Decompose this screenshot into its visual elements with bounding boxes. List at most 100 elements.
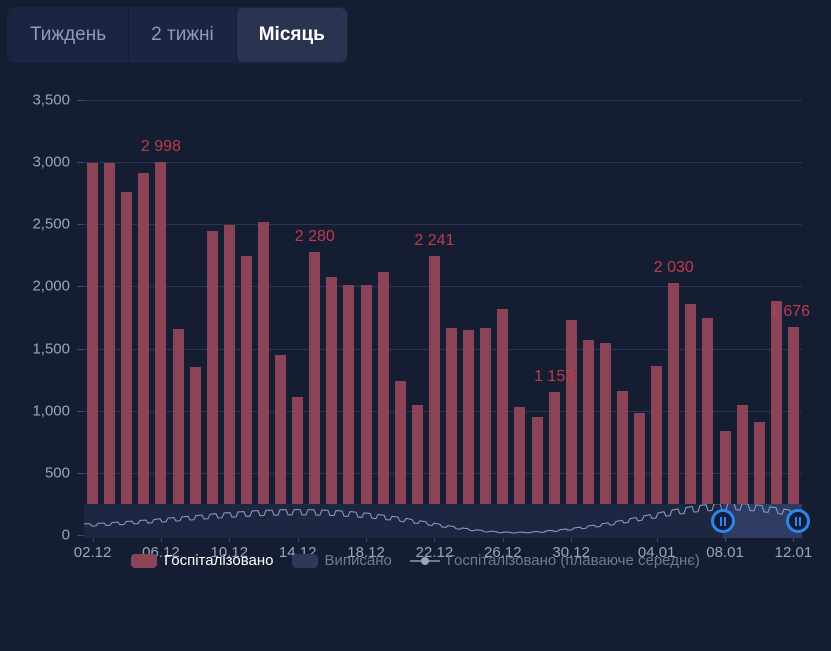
y-tick-mark [77,348,84,350]
x-tick-mark [502,535,504,542]
bar[interactable] [343,284,355,535]
bar[interactable] [258,221,269,535]
tab-2[interactable]: 2 тижні [129,8,237,62]
x-tick-mark [656,535,658,542]
drag-handle-icon [724,516,727,526]
bar[interactable] [599,342,611,535]
drag-handle-icon [720,516,723,526]
legend-label: Госпіталізовано (плаваюче середнє) [446,552,700,569]
gridline [84,286,802,288]
x-tick-mark [160,535,162,542]
range-navigator[interactable] [84,504,810,538]
legend-item-3[interactable]: Госпіталізовано (плаваюче середнє) [409,552,700,569]
range-tab-group[interactable]: Тиждень 2 тижні Місяць [8,8,347,62]
bar[interactable] [719,431,731,535]
bar-value-label: 2 030 [653,258,694,276]
bar[interactable] [480,327,492,535]
hospitalization-bar-chart: 0 500 1,000 1,500 2,000 2,500 3,000 3,500 2 998 2… [0,78,831,651]
x-axis-label: 18.12 [347,544,385,561]
bar-value-label: 1 153 [534,367,575,385]
bar[interactable] [702,317,714,535]
bar[interactable] [104,162,116,535]
legend-item-1[interactable]: Госпіталізовано [131,552,274,569]
legend-swatch [131,553,158,568]
y-axis-label: 1,500 [32,340,70,358]
bar[interactable] [685,304,697,535]
bar[interactable] [753,421,765,535]
y-tick-mark [77,472,84,474]
legend-item-2[interactable]: Виписано [291,552,392,569]
bar[interactable] [446,328,458,535]
bar[interactable] [155,162,167,535]
x-tick-mark [571,535,573,542]
bar[interactable] [309,251,321,535]
y-axis-label: 1,000 [32,402,70,420]
bar[interactable] [736,405,748,535]
x-tick-mark [297,535,299,542]
bar[interactable] [223,224,235,535]
bar-value-label: 2 998 [140,138,181,156]
bar[interactable] [514,406,526,535]
bar[interactable] [394,381,406,535]
y-tick-mark [77,224,84,226]
bar[interactable] [121,192,133,535]
legend-line-icon [409,554,440,568]
bar[interactable] [463,330,475,535]
navigator-handle-right[interactable] [786,509,810,533]
bar-value-label: 1 676 [769,302,811,320]
navigator-handle-left[interactable] [711,509,736,533]
bar[interactable] [668,282,680,535]
x-axis-label: 30.12 [552,544,590,561]
y-axis-label: 3,500 [32,91,70,109]
drag-handle-icon [795,516,797,526]
navigator-sparkline [84,504,802,534]
bar[interactable] [582,339,594,535]
bar[interactable] [240,255,252,535]
y-tick-mark [77,162,84,164]
bar[interactable] [360,285,372,535]
drag-handle-icon [799,516,801,526]
bar[interactable] [138,172,150,535]
y-tick-mark [77,410,84,412]
x-tick-mark [434,535,436,542]
bar[interactable] [292,396,304,535]
bar[interactable] [651,366,663,535]
bar[interactable] [275,354,287,535]
gridline [84,224,802,226]
bar[interactable] [377,272,389,535]
x-axis-label: 12.01 [774,544,813,561]
tab-3[interactable]: Місяць [236,8,347,62]
gridline [84,100,802,101]
bar[interactable] [548,391,560,535]
bar-value-label: 2 280 [294,227,335,245]
bar[interactable] [206,231,218,535]
bar-value-label: 2 241 [414,232,455,250]
bar[interactable] [189,367,201,535]
y-tick-mark [77,535,84,536]
gridline [84,472,802,474]
bar[interactable] [634,413,646,535]
bar[interactable] [87,162,99,535]
y-tick-mark [77,100,84,101]
bar[interactable] [497,309,509,535]
bar[interactable] [411,404,423,535]
bar[interactable] [617,390,628,535]
bar[interactable] [326,277,338,535]
bar[interactable] [770,301,782,535]
x-tick-mark [92,535,94,542]
x-axis-label: 26.12 [484,544,522,561]
bar[interactable] [172,329,184,535]
bar[interactable] [428,256,440,535]
tab-1[interactable]: Тиждень [8,8,130,62]
bar[interactable] [531,417,543,535]
chart-legend[interactable]: Госпіталізовано Виписано Госпіталізовано (… [0,548,831,573]
y-axis-label: 2,500 [32,215,70,233]
bar[interactable] [787,326,799,535]
plot-area: 0 500 1,000 1,500 2,000 2,500 3,000 3,500 2 998 2… [32,92,810,544]
legend-label: Виписано [324,552,392,569]
gridline [84,162,802,164]
x-axis-label: 02.12 [73,544,112,561]
bar[interactable] [565,320,577,535]
y-axis-label: 0 [61,526,70,544]
gridline [84,348,802,350]
